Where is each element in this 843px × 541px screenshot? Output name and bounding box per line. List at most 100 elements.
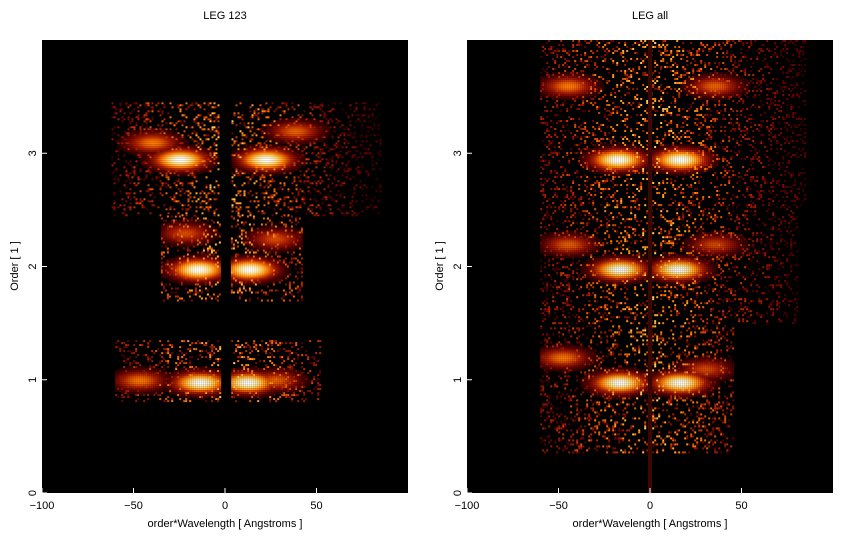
heatmap-cell <box>151 132 154 135</box>
heatmap-cell <box>319 122 322 125</box>
heatmap-cell <box>296 285 299 288</box>
heatmap-cell <box>170 219 173 222</box>
heatmap-cell <box>133 136 136 139</box>
heatmap-cell <box>202 263 205 266</box>
heatmap-cell <box>361 144 364 147</box>
heatmap-cell <box>287 144 290 147</box>
heatmap-cell <box>191 390 194 393</box>
heatmap-cell <box>180 279 183 282</box>
heatmap-cell <box>139 144 142 147</box>
heatmap-cell <box>190 237 193 240</box>
heatmap-cell <box>248 235 251 238</box>
heatmap-cell <box>149 364 152 367</box>
heatmap-cell <box>277 350 280 353</box>
heatmap-cell <box>115 386 118 389</box>
heatmap-cell <box>250 281 253 284</box>
heatmap-cell <box>180 267 183 270</box>
heatmap-cell <box>274 269 277 272</box>
heatmap-cell <box>131 138 134 141</box>
heatmap-cell <box>268 237 271 240</box>
heatmap-cell <box>202 217 205 220</box>
heatmap-cell <box>309 382 312 385</box>
heatmap-cell <box>264 239 267 242</box>
heatmap-cell <box>285 370 288 373</box>
heatmap-cell <box>119 110 122 113</box>
heatmap-cell <box>271 132 274 135</box>
heatmap-cell <box>267 374 270 377</box>
heatmap-cell <box>268 281 271 284</box>
heatmap-cell <box>206 253 209 256</box>
heatmap-cell <box>202 277 205 280</box>
heatmap-cell <box>115 370 118 373</box>
heatmap-cell <box>339 102 342 105</box>
heatmap-cell <box>311 134 314 137</box>
heatmap-cell <box>186 261 189 264</box>
heatmap-cell <box>282 269 285 272</box>
heatmap-cell <box>192 277 195 280</box>
heatmap-cell <box>263 350 266 353</box>
heatmap-cell <box>187 384 190 387</box>
heatmap-cell <box>290 239 293 242</box>
heatmap-cell <box>186 229 189 232</box>
heatmap-cell <box>295 342 298 345</box>
heatmap-cell <box>291 142 294 145</box>
heatmap-cell <box>127 378 130 381</box>
heatmap-cell <box>206 229 209 232</box>
heatmap-cell <box>294 241 297 244</box>
heatmap-cell <box>258 255 261 258</box>
heatmap-cell <box>264 247 267 250</box>
heatmap-cell <box>173 150 176 153</box>
heatmap-cell <box>147 346 150 349</box>
heatmap-cell <box>301 150 304 153</box>
heatmap-cell <box>164 229 167 232</box>
heatmap-cell <box>131 118 134 121</box>
heatmap-cell <box>282 271 285 274</box>
heatmap-cell <box>165 372 168 375</box>
heatmap-cell <box>273 376 276 379</box>
heatmap-cell <box>230 283 233 286</box>
heatmap-cell <box>267 370 270 373</box>
heatmap-cell <box>206 223 209 226</box>
heatmap-cell <box>259 136 262 139</box>
heatmap-cell <box>211 112 214 115</box>
heatmap-cell <box>179 142 182 145</box>
heatmap-cell <box>249 380 252 383</box>
heatmap-cell <box>202 255 205 258</box>
heatmap-cell <box>273 372 276 375</box>
heatmap-cell <box>201 350 204 353</box>
heatmap-cell <box>244 265 247 268</box>
heatmap-cell <box>255 144 258 147</box>
heatmap-cell <box>281 142 284 145</box>
heatmap-cell <box>294 227 297 230</box>
heatmap-cell <box>187 386 190 389</box>
heatmap-cell <box>190 243 193 246</box>
heatmap-cell <box>175 152 178 155</box>
heatmap-cell <box>265 378 268 381</box>
heatmap-cell <box>311 108 314 111</box>
heatmap-cell <box>215 384 218 387</box>
heatmap-cell <box>303 126 306 129</box>
heatmap-cell <box>188 269 191 272</box>
heatmap-cell <box>176 265 179 268</box>
heatmap-cell <box>167 130 170 133</box>
heatmap-cell <box>161 388 164 391</box>
heatmap-cell <box>254 231 257 234</box>
heatmap-cell <box>117 138 120 141</box>
heatmap-cell <box>212 221 215 224</box>
heatmap-cell <box>254 249 257 252</box>
heatmap-cell <box>167 140 170 143</box>
heatmap-cell <box>164 275 167 278</box>
heatmap-cell <box>211 376 214 379</box>
heatmap-cell <box>293 148 296 151</box>
heatmap-cell <box>137 390 140 393</box>
heatmap-cell <box>139 388 142 391</box>
heatmap-cell <box>329 118 332 121</box>
heatmap-cell <box>264 237 267 240</box>
heatmap-cell <box>231 382 234 385</box>
heatmap-cell <box>216 271 219 274</box>
heatmap-cell <box>160 271 163 274</box>
heatmap-cell <box>185 144 188 147</box>
heatmap-cell <box>277 382 280 385</box>
heatmap-cell <box>263 376 266 379</box>
heatmap-cell <box>323 116 326 119</box>
